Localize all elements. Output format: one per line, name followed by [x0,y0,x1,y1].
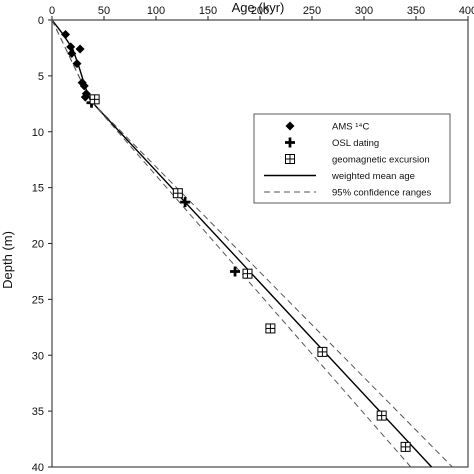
confidence-range-line [51,19,412,468]
x-tick-label: 0 [49,5,55,17]
geomagnetic-excursion-point [89,94,100,105]
legend-label: weighted mean age [331,171,415,182]
plot-area [51,19,469,468]
geomagnetic-excursion-point [172,188,183,199]
y-tick-label: 30 [32,350,44,362]
geomagnetic-excursion-point [242,268,253,279]
markers-layer [61,30,411,452]
ams-14c-point [66,42,76,52]
x-tick-label: 350 [407,5,425,17]
series-layer [51,19,453,468]
ams-14c-point [61,30,71,40]
ams-14c-point [72,59,82,69]
y-tick-label: 25 [32,294,44,306]
x-tick-label: 300 [355,5,373,17]
ams-14c-point [79,81,89,91]
geomagnetic-excursion-point [376,410,387,421]
y-axis: 0 5 10 15 20 25 30 35 40 [32,15,52,474]
x-axis: 0 50 100 150 200 250 300 350 400 [49,5,474,20]
legend-label: geomagnetic excursion [332,155,430,166]
y-axis-title: Depth (m) [0,231,15,289]
x-tick-label: 250 [303,5,321,17]
y-tick-label: 5 [38,71,44,83]
lines-layer [51,19,453,468]
y-tick-label: 10 [32,127,44,139]
legend-label: AMS ¹⁴C [332,122,369,133]
x-tick-label: 100 [147,5,165,17]
y-tick-label: 15 [32,183,44,195]
osl-dating-point [180,197,191,208]
x-tick-label: 150 [199,5,217,17]
x-tick-label: 400 [459,5,474,17]
x-axis-title: Age (kyr) [232,0,285,15]
x-tick-label: 50 [98,5,110,17]
y-tick-label: 0 [38,15,44,27]
weighted-mean-age-line [51,19,433,468]
y-tick-label: 35 [32,406,44,418]
geomagnetic-excursion-point [317,346,328,357]
geomagnetic-excursion-point [400,441,411,452]
y-tick-label: 20 [32,239,44,251]
legend-label: OSL dating [332,138,379,149]
ams-14c-point [75,44,85,54]
confidence-range-line [51,19,453,468]
geomagnetic-excursion-point [265,323,276,334]
osl-dating-point [230,266,241,277]
legend-boxed-plus-symbol [285,154,295,164]
legend-diamond-symbol [285,121,295,131]
ams-14c-point [80,92,90,102]
ams-14c-point [67,49,77,59]
x-tick-label: 200 [251,5,269,17]
legend: AMS ¹⁴C OSL dating geomagnetic excursion we… [253,113,451,204]
legend-plus-symbol [285,137,295,148]
y-tick-label: 40 [32,462,44,474]
legend-label: 95% confidence ranges [332,188,432,199]
